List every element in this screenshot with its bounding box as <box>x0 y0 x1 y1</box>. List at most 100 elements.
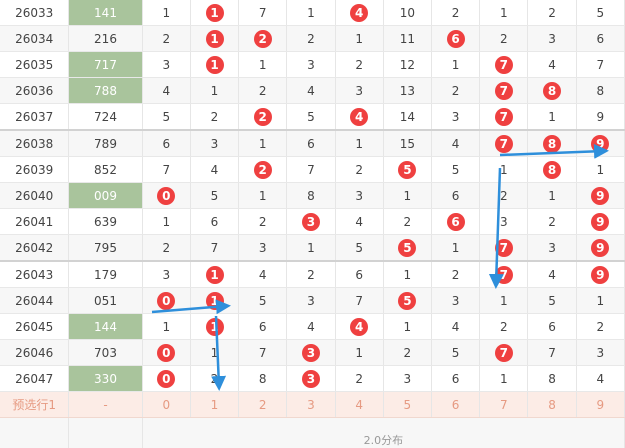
digit-cell-4: 5 <box>335 235 383 262</box>
digit-cell-4: 6 <box>335 261 383 288</box>
miss-count: 7 <box>259 346 267 360</box>
miss-count: 3 <box>404 372 412 386</box>
digit-cell-8: 8 <box>528 130 576 157</box>
hit-ball: 4 <box>350 4 368 22</box>
digit-cell-8: 8 <box>528 157 576 183</box>
digit-cell-0: 0 <box>142 340 190 366</box>
digit-cell-8: 2 <box>528 0 576 26</box>
digit-cell-5: 12 <box>383 52 431 78</box>
issue-number: 26038 <box>0 130 69 157</box>
digit-cell-2: 6 <box>239 314 287 340</box>
miss-count: 5 <box>355 241 363 255</box>
hit-ball: 7 <box>495 266 513 284</box>
issue-number: 26042 <box>0 235 69 262</box>
sum-value: 330 <box>69 366 142 392</box>
miss-count: 2 <box>452 268 460 282</box>
hit-ball: 3 <box>302 213 320 231</box>
digit-cell-0: 2 <box>142 235 190 262</box>
miss-count: 4 <box>355 215 363 229</box>
digit-cell-2: 4 <box>239 261 287 288</box>
preselect-digit-3[interactable]: 3 <box>287 392 335 418</box>
hit-ball: 7 <box>495 108 513 126</box>
hit-ball: 7 <box>495 56 513 74</box>
digit-cell-5: 10 <box>383 0 431 26</box>
hit-ball: 8 <box>543 82 561 100</box>
digit-cell-2: 7 <box>239 340 287 366</box>
miss-count: 6 <box>597 32 605 46</box>
digit-cell-2: 3 <box>239 235 287 262</box>
miss-count: 2 <box>548 6 556 20</box>
sum-value: 724 <box>69 104 142 131</box>
digit-cell-7: 7 <box>480 130 528 157</box>
miss-count: 4 <box>548 268 556 282</box>
digit-cell-9: 3 <box>576 340 624 366</box>
miss-count: 6 <box>211 215 219 229</box>
digit-cell-1: 1 <box>190 314 238 340</box>
sum-value: 788 <box>69 78 142 104</box>
miss-count: 8 <box>259 372 267 386</box>
miss-count: 5 <box>162 110 170 124</box>
digit-cell-8: 1 <box>528 104 576 131</box>
miss-count: 6 <box>452 372 460 386</box>
miss-count: 1 <box>548 189 556 203</box>
digit-cell-0: 0 <box>142 183 190 209</box>
preselect-digit-9[interactable]: 9 <box>576 392 624 418</box>
digit-cell-4: 1 <box>335 130 383 157</box>
miss-count: 2 <box>597 320 605 334</box>
digit-cell-8: 3 <box>528 235 576 262</box>
digit-cell-7: 7 <box>480 78 528 104</box>
digit-cell-0: 1 <box>142 314 190 340</box>
preselect-digit-6[interactable]: 6 <box>431 392 479 418</box>
digit-cell-5: 2 <box>383 209 431 235</box>
miss-count: 2 <box>162 32 170 46</box>
miss-count: 2 <box>355 163 363 177</box>
issue-number: 26046 <box>0 340 69 366</box>
miss-count: 1 <box>452 241 460 255</box>
miss-count: 3 <box>162 58 170 72</box>
digit-cell-7: 7 <box>480 340 528 366</box>
digit-cell-3: 3 <box>287 340 335 366</box>
miss-count: 1 <box>355 346 363 360</box>
digit-cell-4: 2 <box>335 157 383 183</box>
issue-number: 26041 <box>0 209 69 235</box>
hit-ball: 7 <box>495 344 513 362</box>
miss-count: 5 <box>452 346 460 360</box>
hit-ball: 4 <box>350 108 368 126</box>
issue-number: 26033 <box>0 0 69 26</box>
preselect-digit-4[interactable]: 4 <box>335 392 383 418</box>
miss-count: 1 <box>307 241 315 255</box>
digit-cell-5: 14 <box>383 104 431 131</box>
hit-ball: 1 <box>206 292 224 310</box>
hit-ball: 6 <box>447 213 465 231</box>
preselect-digit-8[interactable]: 8 <box>528 392 576 418</box>
digit-cell-0: 2 <box>142 26 190 52</box>
digit-cell-3: 5 <box>287 104 335 131</box>
digit-cell-5: 5 <box>383 288 431 314</box>
digit-cell-8: 8 <box>528 366 576 392</box>
preselect-digit-7[interactable]: 7 <box>480 392 528 418</box>
digit-cell-7: 7 <box>480 52 528 78</box>
miss-count: 3 <box>355 189 363 203</box>
preselect-digit-2[interactable]: 2 <box>239 392 287 418</box>
digit-cell-0: 3 <box>142 52 190 78</box>
preselect-digit-0[interactable]: 0 <box>142 392 190 418</box>
miss-count: 1 <box>500 163 508 177</box>
digit-cell-3: 2 <box>287 261 335 288</box>
digit-cell-0: 6 <box>142 130 190 157</box>
miss-count: 6 <box>307 137 315 151</box>
preselect-digit-1[interactable]: 1 <box>190 392 238 418</box>
miss-count: 1 <box>452 58 460 72</box>
digit-cell-3: 3 <box>287 209 335 235</box>
miss-count: 1 <box>500 372 508 386</box>
digit-cell-9: 9 <box>576 209 624 235</box>
digit-cell-5: 5 <box>383 235 431 262</box>
preselect-digit-5[interactable]: 5 <box>383 392 431 418</box>
digit-cell-0: 1 <box>142 0 190 26</box>
miss-count: 15 <box>400 137 415 151</box>
digit-cell-3: 8 <box>287 183 335 209</box>
